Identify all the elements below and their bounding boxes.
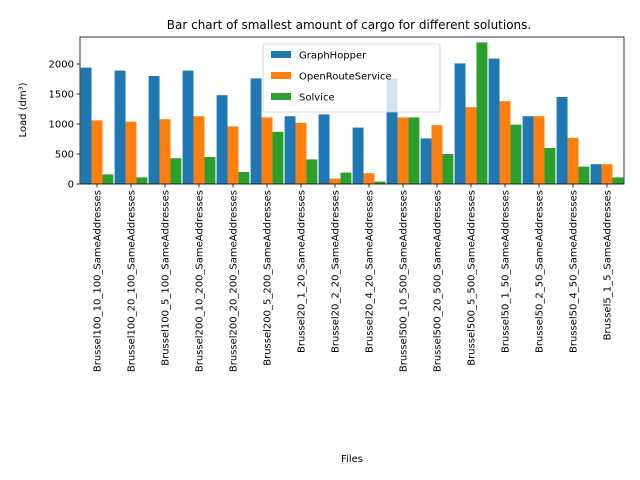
bar-solvice-4 xyxy=(238,172,250,184)
bar-solvice-9 xyxy=(408,117,420,184)
bar-graphhopper-7 xyxy=(318,114,330,184)
bar-graphhopper-3 xyxy=(182,70,194,184)
plot-frame xyxy=(79,36,625,185)
x-tick-label: Brussel50_2_50_SameAddresses xyxy=(535,190,546,353)
bar-solvice-13 xyxy=(544,148,556,184)
bar-openrouteservice-9 xyxy=(397,117,409,184)
legend-label-graphhopper: GraphHopper xyxy=(299,51,367,62)
bar-graphhopper-0 xyxy=(80,67,92,184)
x-tick-label: Brussel100_5_100_SameAddresses xyxy=(161,190,172,366)
x-tick-label: Brussel500_10_500_SameAddresses xyxy=(399,190,410,372)
legend-swatch-graphhopper xyxy=(271,51,291,58)
bar-openrouteservice-8 xyxy=(363,173,375,184)
bar-graphhopper-2 xyxy=(148,76,160,184)
bar-solvice-0 xyxy=(102,174,114,184)
y-tick-label: 500 xyxy=(55,150,74,161)
bar-solvice-15 xyxy=(612,177,624,184)
x-tick-label: Brussel200_20_200_SameAddresses xyxy=(229,190,240,372)
bar-solvice-5 xyxy=(272,131,284,184)
bar-solvice-8 xyxy=(374,181,386,184)
bar-solvice-1 xyxy=(136,177,148,184)
bar-solvice-3 xyxy=(204,157,216,184)
bar-openrouteservice-13 xyxy=(533,116,545,184)
bar-openrouteservice-11 xyxy=(465,107,477,184)
bar-openrouteservice-1 xyxy=(125,121,137,184)
bar-openrouteservice-5 xyxy=(261,117,273,184)
bar-openrouteservice-2 xyxy=(159,119,171,184)
x-tick-label: Brussel200_10_200_SameAddresses xyxy=(195,190,206,372)
bar-solvice-11 xyxy=(476,42,488,185)
bar-graphhopper-10 xyxy=(420,138,432,184)
y-tick-label: 0 xyxy=(68,180,74,191)
bar-graphhopper-6 xyxy=(284,116,296,184)
bar-openrouteservice-0 xyxy=(91,120,103,184)
bar-solvice-7 xyxy=(340,172,352,184)
bar-graphhopper-1 xyxy=(114,70,126,184)
x-axis-label: Files xyxy=(341,454,363,465)
bar-openrouteservice-10 xyxy=(431,125,443,184)
y-axis: 0 500 1000 1500 2000 xyxy=(49,60,80,191)
legend-swatch-solvice xyxy=(271,93,291,100)
x-tick-label: Brussel20_2_20_SameAddresses xyxy=(331,190,342,353)
bar-openrouteservice-14 xyxy=(567,137,579,184)
bar-graphhopper-9 xyxy=(386,78,398,184)
x-tick-label: Brussel50_1_50_SameAddresses xyxy=(501,190,512,353)
legend-box xyxy=(262,43,441,113)
legend-swatch-openrouteservice xyxy=(271,72,291,79)
y-axis-label: Load (dm³) xyxy=(18,82,29,137)
x-tick-label: Brussel500_20_500_SameAddresses xyxy=(433,190,444,372)
x-tick-label: Brussel100_20_100_SameAddresses xyxy=(127,190,138,372)
bar-openrouteservice-15 xyxy=(601,164,613,184)
bar-openrouteservice-12 xyxy=(499,101,511,184)
bar-graphhopper-4 xyxy=(216,95,228,184)
legend-label-openrouteservice: OpenRouteService xyxy=(299,72,392,83)
x-tick-label: Brussel5_1_5_SameAddresses xyxy=(603,190,614,340)
legend: GraphHopper OpenRouteService Solvice xyxy=(262,43,441,113)
bar-solvice-10 xyxy=(442,154,454,184)
x-tick-label: Brussel200_5_200_SameAddresses xyxy=(263,190,274,366)
bar-openrouteservice-6 xyxy=(295,122,307,184)
chart-title: Bar chart of smallest amount of cargo fo… xyxy=(167,18,531,32)
bars-group xyxy=(80,42,624,185)
bar-openrouteservice-3 xyxy=(193,116,205,184)
y-tick-label: 1500 xyxy=(49,90,74,101)
bar-graphhopper-5 xyxy=(250,78,262,184)
bar-graphhopper-15 xyxy=(590,164,602,184)
y-tick-label: 2000 xyxy=(49,60,74,71)
x-tick-label: Brussel20_1_20_SameAddresses xyxy=(297,190,308,353)
x-tick-label: Brussel500_5_500_SameAddresses xyxy=(467,190,478,366)
x-tick-label: Brussel50_4_50_SameAddresses xyxy=(569,190,580,353)
bar-solvice-14 xyxy=(578,166,590,184)
bar-solvice-12 xyxy=(510,124,522,184)
bar-solvice-2 xyxy=(170,158,182,184)
bar-graphhopper-12 xyxy=(488,58,500,184)
x-tick-label: Brussel20_4_20_SameAddresses xyxy=(365,190,376,353)
bar-openrouteservice-7 xyxy=(329,178,341,184)
bar-graphhopper-13 xyxy=(522,116,534,184)
x-axis: Brussel100_10_100_SameAddresses Brussel10… xyxy=(93,184,614,372)
x-tick-label: Brussel100_10_100_SameAddresses xyxy=(93,190,104,372)
bar-graphhopper-14 xyxy=(556,97,568,184)
bar-graphhopper-11 xyxy=(454,63,466,184)
y-tick-label: 1000 xyxy=(49,120,74,131)
legend-label-solvice: Solvice xyxy=(299,93,335,104)
bar-graphhopper-8 xyxy=(352,127,364,184)
bar-openrouteservice-4 xyxy=(227,126,239,184)
bar-solvice-6 xyxy=(306,159,318,184)
